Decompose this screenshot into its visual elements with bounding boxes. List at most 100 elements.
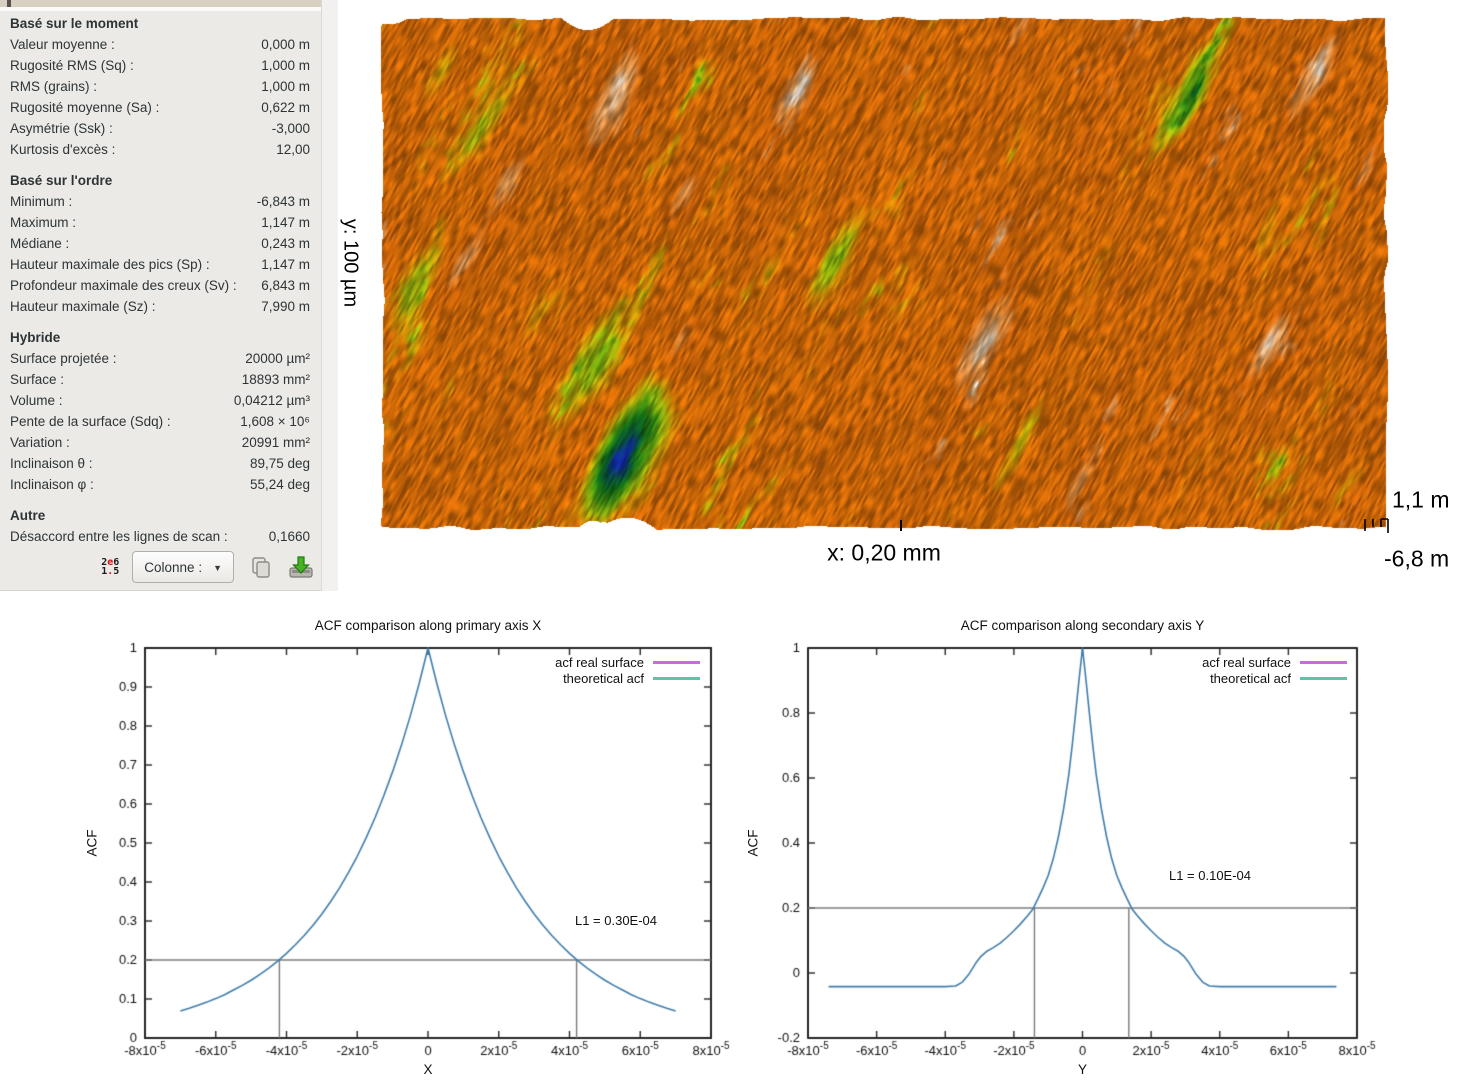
fmt-char: . [107, 566, 114, 577]
stat-label: Variation : [10, 435, 70, 450]
stat-value: 20991 mm² [241, 435, 310, 450]
z-scale-min-label: -6,8 m [1384, 545, 1450, 572]
save-button[interactable] [287, 554, 314, 581]
number-format-toggle[interactable]: 2e6 1.5 [101, 557, 120, 577]
statistics-sections: Basé sur le moment Valeur moyenne : 0,000 … [0, 13, 321, 547]
stat-label: Maximum : [10, 215, 77, 230]
stat-value: 12,00 [276, 142, 310, 157]
statistics-panel: Basé sur le moment Valeur moyenne : 0,000 … [0, 0, 338, 591]
stat-value: 0,1660 [268, 529, 310, 544]
legend-label: acf real surface [555, 655, 644, 670]
stat-label: Rugosité RMS (Sq) : [10, 58, 134, 73]
column-dropdown-label: Colonne : [144, 559, 203, 575]
legend-line-swatch [653, 661, 700, 664]
stat-row: Pente de la surface (Sdq) : 1,608 × 10⁶ [0, 411, 321, 432]
stat-value: 0,04212 µm³ [233, 393, 310, 408]
stat-value: 7,990 m [261, 299, 310, 314]
stat-row: Hauteur maximale (Sz) : 7,990 m [0, 296, 321, 317]
stat-label: Médiane : [10, 236, 70, 251]
legend-label: acf real surface [1202, 655, 1291, 670]
section-title: Basé sur l'ordre [10, 173, 113, 188]
chart-x-ylabel: ACF [84, 829, 100, 857]
stat-row: Minimum : -6,843 m [0, 191, 321, 212]
acf-charts-canvas [0, 598, 1465, 1084]
fmt-char: e [107, 557, 114, 568]
chart-x-annotation: L1 = 0.30E-04 [574, 913, 658, 928]
stat-label: Pente de la surface (Sdq) : [10, 414, 171, 429]
save-icon [288, 556, 313, 578]
legend-line-swatch [1300, 661, 1347, 664]
legend-item: theoretical acf [1077, 671, 1347, 686]
stat-value: 89,75 deg [249, 456, 310, 471]
fmt-char: 1 [101, 566, 108, 577]
stat-label: Surface : [10, 372, 65, 387]
chart-x-title: ACF comparison along primary axis X [314, 618, 542, 633]
stat-label: Valeur moyenne : [10, 37, 115, 52]
stat-label: Rugosité moyenne (Sa) : [10, 100, 160, 115]
stat-value: 55,24 deg [249, 477, 310, 492]
column-dropdown-button[interactable]: Colonne : ▼ [132, 551, 234, 583]
stat-value: 18893 mm² [241, 372, 310, 387]
stat-row: Surface projetée : 20000 µm² [0, 348, 321, 369]
stat-row: Rugosité RMS (Sq) : 1,000 m [0, 55, 321, 76]
surface-3d-view[interactable] [378, 14, 1390, 532]
stat-label: Asymétrie (Ssk) : [10, 121, 113, 136]
stat-label: Surface projetée : [10, 351, 117, 366]
stat-row: Hauteur maximale des pics (Sp) : 1,147 m [0, 254, 321, 275]
section-title: Autre [10, 508, 46, 523]
stat-value: 1,000 m [261, 58, 310, 73]
fmt-char: 6 [113, 557, 120, 568]
legend-item: acf real surface [1077, 655, 1347, 670]
stat-value: 0,243 m [261, 236, 310, 251]
stat-row: Asymétrie (Ssk) : -3,000 [0, 118, 321, 139]
stat-label: Hauteur maximale (Sz) : [10, 299, 156, 314]
legend-line-swatch [1300, 677, 1347, 680]
panel-top-strip [0, 0, 327, 7]
chevron-down-icon: ▼ [213, 563, 222, 573]
stat-label: Kurtosis d'excès : [10, 142, 116, 157]
z-scale-max-label: 1,1 m [1392, 486, 1450, 513]
stat-value: 1,147 m [261, 215, 310, 230]
chart-x-xlabel: X [423, 1062, 433, 1077]
cropped-widget-mark [7, 0, 11, 7]
panel-scrollbar[interactable] [321, 0, 338, 591]
legend-item: acf real surface [430, 655, 700, 670]
stat-row: RMS (grains) : 1,000 m [0, 76, 321, 97]
stat-row: Médiane : 0,243 m [0, 233, 321, 254]
legend-label: theoretical acf [563, 671, 644, 686]
stat-row: Désaccord entre les lignes de scan : 0,16… [0, 526, 321, 547]
legend-label: theoretical acf [1210, 671, 1291, 686]
surface-x-axis-tick [900, 520, 902, 531]
stat-value: 6,843 m [261, 278, 310, 293]
stat-value: 0,000 m [261, 37, 310, 52]
stat-value: 1,000 m [261, 79, 310, 94]
stat-label: Minimum : [10, 194, 73, 209]
section-title: Hybride [10, 330, 61, 345]
section-title: Basé sur le moment [10, 16, 139, 31]
fmt-char: 5 [113, 566, 120, 577]
chart-x-legend: acf real surface theoretical acf [430, 655, 700, 686]
stat-value: 20000 µm² [245, 351, 310, 366]
stat-value: 1,147 m [261, 257, 310, 272]
stat-row: Surface : 18893 mm² [0, 369, 321, 390]
stat-row: Volume : 0,04212 µm³ [0, 390, 321, 411]
panel-top-gap [0, 7, 327, 11]
stat-row: Variation : 20991 mm² [0, 432, 321, 453]
stat-row: Inclinaison θ : 89,75 deg [0, 453, 321, 474]
panel-footer: 2e6 1.5 Colonne : ▼ [0, 551, 321, 583]
z-scale-ruler [1364, 518, 1389, 533]
stat-row: Inclinaison φ : 55,24 deg [0, 474, 321, 495]
copy-icon [251, 557, 270, 578]
stat-row: Maximum : 1,147 m [0, 212, 321, 233]
copy-button[interactable] [247, 554, 274, 581]
stat-row: Profondeur maximale des creux (Sv) : 6,84… [0, 275, 321, 296]
stat-label: RMS (grains) : [10, 79, 98, 94]
stat-value: 0,622 m [261, 100, 310, 115]
stat-value: -6,843 m [256, 194, 310, 209]
chart-y-annotation: L1 = 0.10E-04 [1168, 868, 1252, 883]
stat-row: Kurtosis d'excès : 12,00 [0, 139, 321, 160]
chart-y-legend: acf real surface theoretical acf [1077, 655, 1347, 686]
legend-item: theoretical acf [430, 671, 700, 686]
stat-row: Rugosité moyenne (Sa) : 0,622 m [0, 97, 321, 118]
stat-label: Inclinaison φ : [10, 477, 94, 492]
